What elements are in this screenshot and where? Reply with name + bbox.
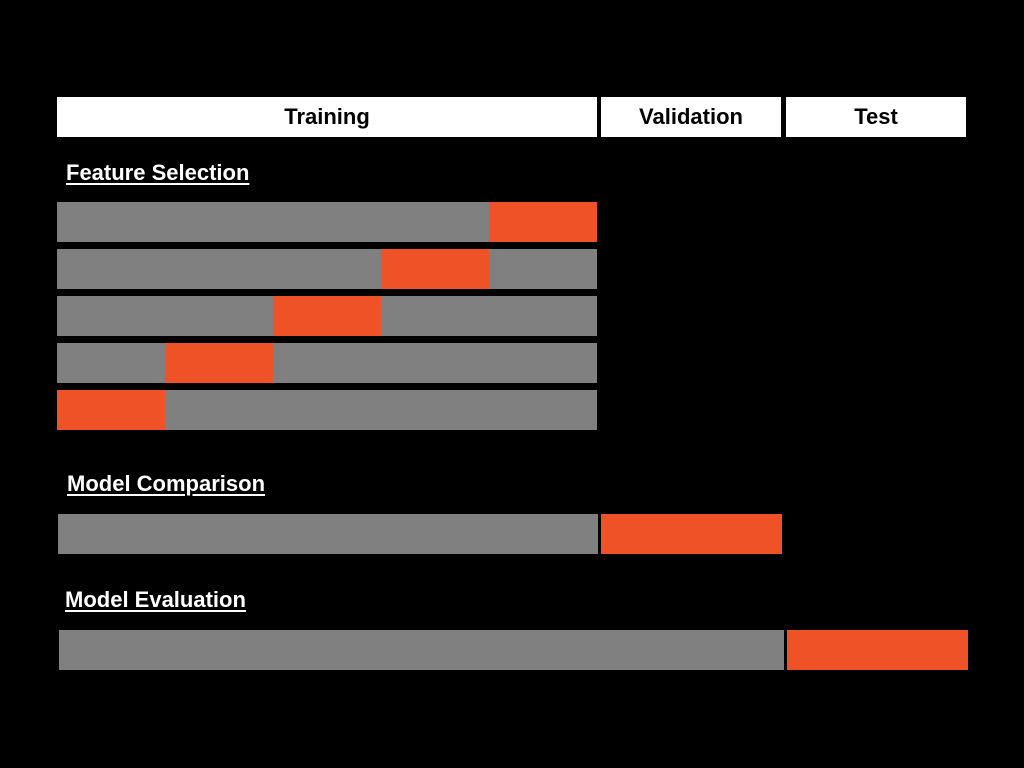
model-comparison-bar: [58, 514, 782, 554]
model-evaluation-test-segment: [787, 630, 968, 670]
heldout-fold-segment: [165, 343, 273, 383]
header-validation-label: Validation: [639, 104, 743, 129]
train-fold-segment: [489, 296, 597, 336]
train-fold-segment: [57, 202, 165, 242]
model-comparison-validation-segment: [601, 514, 782, 554]
train-fold-segment: [57, 343, 165, 383]
heldout-fold-segment: [489, 202, 597, 242]
feature-selection-row: [57, 390, 597, 430]
heldout-fold-segment: [57, 390, 165, 430]
train-fold-segment: [57, 296, 165, 336]
train-fold-segment: [273, 249, 381, 289]
header-training-label: Training: [284, 104, 370, 129]
train-fold-segment: [273, 343, 381, 383]
model-evaluation-train-segment: [59, 630, 784, 670]
feature-selection-row: [57, 249, 597, 289]
feature-selection-row: [57, 296, 597, 336]
train-fold-segment: [381, 296, 489, 336]
train-fold-segment: [165, 296, 273, 336]
header-test: Test: [786, 97, 966, 137]
train-fold-segment: [381, 390, 489, 430]
train-fold-segment: [57, 249, 165, 289]
train-fold-segment: [489, 249, 597, 289]
train-fold-segment: [165, 390, 273, 430]
model-evaluation-bar: [59, 630, 968, 670]
model-comparison-title: Model Comparison: [67, 471, 266, 496]
model-evaluation-title: Model Evaluation: [65, 587, 246, 612]
train-fold-segment: [489, 343, 597, 383]
feature-selection-title: Feature Selection: [66, 160, 250, 185]
header-training: Training: [57, 97, 597, 137]
train-fold-segment: [273, 390, 381, 430]
model-comparison-train-segment: [58, 514, 598, 554]
train-fold-segment: [381, 202, 489, 242]
header-test-label: Test: [854, 104, 898, 129]
heldout-fold-segment: [273, 296, 381, 336]
feature-selection-row: [57, 343, 597, 383]
train-fold-segment: [165, 202, 273, 242]
heldout-fold-segment: [381, 249, 489, 289]
train-fold-segment: [381, 343, 489, 383]
header-validation: Validation: [601, 97, 781, 137]
train-fold-segment: [165, 249, 273, 289]
train-fold-segment: [273, 202, 381, 242]
feature-selection-row: [57, 202, 597, 242]
train-fold-segment: [489, 390, 597, 430]
